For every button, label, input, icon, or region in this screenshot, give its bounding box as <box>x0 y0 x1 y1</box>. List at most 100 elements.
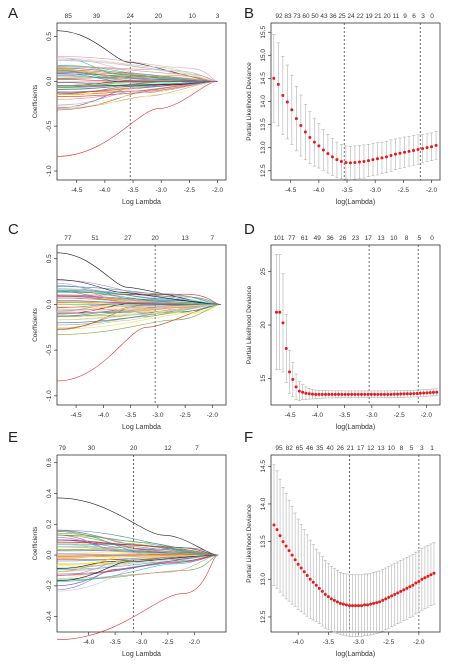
top-axis-label: 24 <box>127 13 135 20</box>
cv-point <box>384 597 388 601</box>
top-axis-label: 36 <box>326 235 334 242</box>
cv-point <box>326 152 330 156</box>
top-axis-label: 0 <box>430 235 434 242</box>
top-axis-label: 79 <box>59 445 67 452</box>
y-tick-label: 14.5 <box>260 72 267 85</box>
top-axis-label: 60 <box>302 13 310 20</box>
cv-point <box>405 392 409 396</box>
cv-point <box>393 152 397 156</box>
x-tick-label: -3.0 <box>366 412 378 419</box>
cv-point <box>347 604 351 608</box>
cv-point <box>291 377 295 381</box>
cv-point <box>418 391 422 395</box>
cv-point <box>297 389 301 393</box>
coefficient-path <box>56 81 218 87</box>
top-axis-label: 77 <box>288 235 296 242</box>
coefficient-path <box>56 72 218 83</box>
cv-point <box>425 391 429 395</box>
x-tick-label: -4.0 <box>99 187 111 194</box>
x-tick-label: -2.0 <box>207 412 219 419</box>
cv-point <box>327 392 331 396</box>
y-tick-label: 0.0 <box>46 550 53 559</box>
x-tick-label: -3.0 <box>136 639 148 646</box>
coefficient-path <box>56 81 218 87</box>
cv-point <box>422 391 426 395</box>
cv-point <box>299 124 303 128</box>
cv-point <box>323 592 327 596</box>
x-tick-label: -4.5 <box>71 187 83 194</box>
cv-point <box>412 148 416 152</box>
x-tick-label: -2.5 <box>383 639 395 646</box>
coefficient-path <box>56 286 221 305</box>
cv-point <box>317 392 321 396</box>
top-axis-label: 20 <box>130 445 138 452</box>
top-axis-label: 3 <box>421 13 425 20</box>
cv-point <box>393 592 397 596</box>
top-axis-label: 6 <box>412 13 416 20</box>
cv-point <box>405 586 409 590</box>
panel-letter: E <box>8 429 18 446</box>
y-tick-label: 25 <box>260 268 267 276</box>
panel-letter: D <box>244 221 255 238</box>
panel-letter: A <box>8 5 18 22</box>
cv-point <box>396 591 400 595</box>
cv-point <box>284 346 288 350</box>
coefficient-path <box>56 497 219 556</box>
top-axis-label: 20 <box>383 13 391 20</box>
coefficient-path <box>56 554 219 558</box>
cv-point <box>330 392 334 396</box>
cv-point <box>346 392 350 396</box>
cv-point <box>329 597 333 601</box>
top-axis-label: 5 <box>417 235 421 242</box>
x-tick-label: -3.5 <box>339 412 351 419</box>
x-tick-label: -3.5 <box>127 187 139 194</box>
cv-point <box>407 149 411 153</box>
top-axis-label: 26 <box>339 235 347 242</box>
coefficient-path <box>56 252 221 305</box>
top-axis-label: 36 <box>329 13 337 20</box>
cv-point <box>321 148 325 152</box>
cv-point <box>379 392 383 396</box>
top-axis-label: 51 <box>92 235 100 242</box>
top-axis-label: 85 <box>65 13 73 20</box>
y-tick-label: -1.0 <box>46 165 53 177</box>
y-tick-label: 0.4 <box>46 489 53 498</box>
y-tick-label: 15.5 <box>260 26 267 39</box>
cv-point <box>353 392 357 396</box>
cv-point <box>281 540 285 544</box>
top-axis-label: 10 <box>390 235 398 242</box>
x-axis-label: Log Lambda <box>122 424 161 431</box>
coefficient-path <box>56 304 221 321</box>
cv-point <box>350 392 354 396</box>
top-axis-label: 46 <box>306 445 314 452</box>
cv-point <box>314 392 318 396</box>
cv-point <box>366 392 370 396</box>
cv-point <box>353 160 357 164</box>
cv-point <box>402 588 406 592</box>
coefficient-path <box>56 531 219 556</box>
cv-point <box>375 157 379 161</box>
cv-point <box>335 600 339 604</box>
top-axis-label: 12 <box>367 445 375 452</box>
top-axis-label: 95 <box>275 445 283 452</box>
coefficient-path <box>56 72 218 82</box>
cv-point <box>338 601 342 605</box>
x-axis-label: log(Lambda) <box>336 199 375 206</box>
coefficient-path <box>56 291 221 305</box>
cv-point <box>431 390 435 394</box>
y-axis-label: Coefficients <box>32 526 39 561</box>
x-tick-label: -4.0 <box>83 639 95 646</box>
cv-point <box>348 161 352 165</box>
cv-point <box>340 392 344 396</box>
coefficient-path <box>56 554 219 579</box>
coefficient-path <box>56 300 221 305</box>
cv-point <box>409 392 413 396</box>
y-axis-label: Partial Likelihood Deviance <box>246 285 253 364</box>
top-axis-label: 1 <box>430 445 434 452</box>
top-axis-label: 8 <box>405 235 409 242</box>
cv-point <box>343 392 347 396</box>
top-axis-label: 101 <box>274 235 285 242</box>
cv-point <box>425 146 429 150</box>
cv-point <box>324 392 328 396</box>
